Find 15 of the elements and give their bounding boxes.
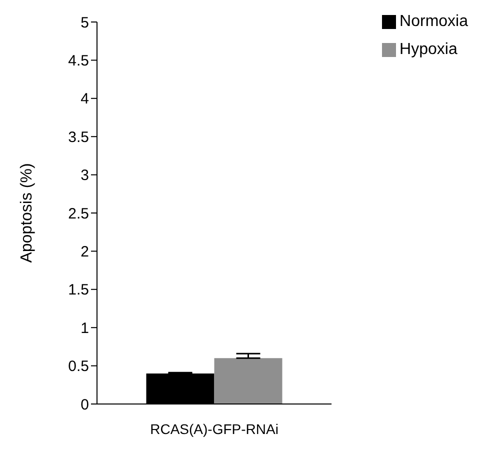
y-tick-label: 5: [80, 14, 89, 32]
x-tick-label: RCAS(A)-GFP-RNAi: [150, 420, 278, 437]
y-tick-label: 2: [80, 244, 89, 261]
y-tick-label: 0: [80, 396, 89, 414]
y-tick-label: 3: [80, 167, 89, 184]
legend-label: Hypoxia: [400, 41, 458, 58]
legend-label: Normoxia: [400, 13, 468, 30]
y-axis-title: Apoptosis (%): [18, 163, 36, 263]
y-tick-label: 4.5: [68, 52, 89, 70]
y-tick-label: 0.5: [68, 358, 89, 376]
y-tick-label: 1: [80, 320, 89, 337]
y-tick-label: 2.5: [68, 205, 89, 222]
y-tick-label: 3.5: [68, 128, 89, 146]
y-tick-label: 4: [80, 90, 89, 108]
y-tick-label: 1.5: [68, 282, 89, 299]
